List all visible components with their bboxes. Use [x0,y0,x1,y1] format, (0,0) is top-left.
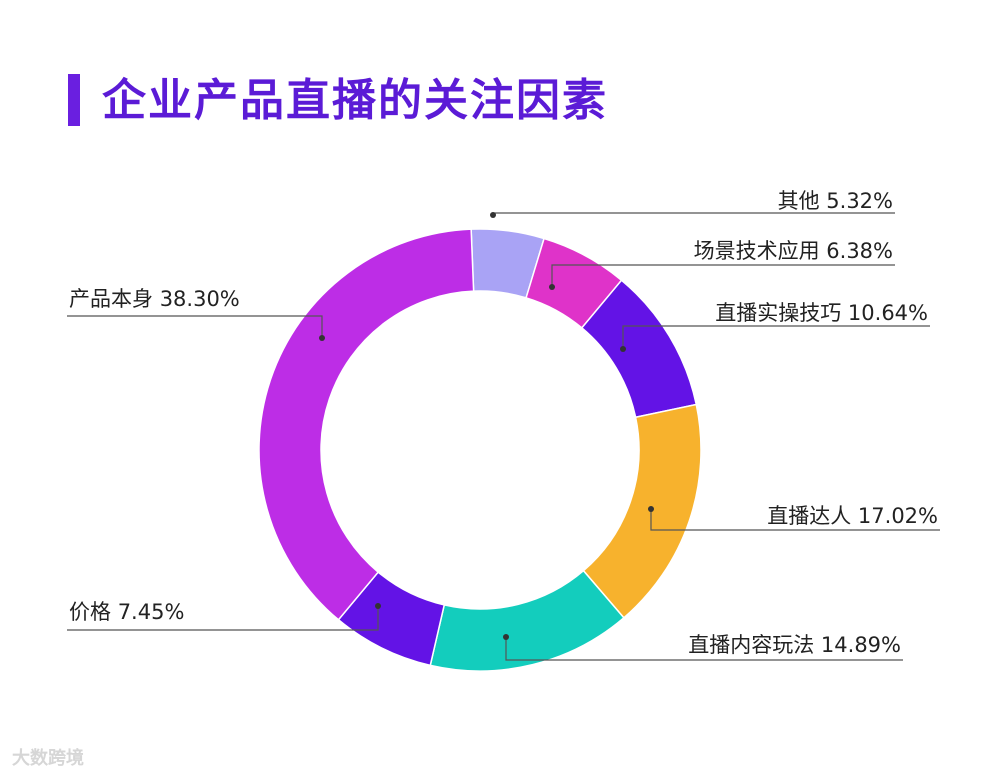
slice-label-name: 场景技术应用 [694,239,827,263]
slice-label: 其他 5.32% [778,189,893,213]
slice-label-name: 价格 [69,600,118,624]
leader-dot [490,212,496,218]
leader-dot [375,603,381,609]
leader-line [622,325,930,349]
slice-label: 直播实操技巧 10.64% [715,301,928,325]
slice-label-value: 6.38% [826,239,893,263]
leader-dot [319,335,325,341]
leader-dot [648,506,654,512]
page-title: 企业产品直播的关注因素 [102,75,608,126]
slice-label: 场景技术应用 6.38% [694,239,893,263]
donut-slice [582,403,702,619]
slice-label-name: 产品本身 [69,287,160,311]
slice-label: 价格 7.45% [69,600,184,624]
watermark: 大数跨境 [12,748,84,769]
leader-line [551,264,895,287]
leader-line [505,637,903,661]
slice-label-name: 直播实操技巧 [715,301,848,325]
slice-label-value: 17.02% [858,504,938,528]
slice-label: 直播内容玩法 14.89% [688,633,901,657]
donut-slice [429,569,625,672]
slice-label: 直播达人 17.02% [767,504,938,528]
slice-label-value: 7.45% [118,600,185,624]
leader-dot [503,634,509,640]
slice-label-value: 38.30% [160,287,240,311]
slice-label-value: 10.64% [848,301,928,325]
slice-label-value: 14.89% [821,633,901,657]
title-accent-bar [68,74,80,126]
leader-dot [620,346,626,352]
leader-line [492,212,895,215]
leader-line [650,509,940,531]
slice-label-name: 直播内容玩法 [688,633,821,657]
donut-slice [258,228,475,621]
slice-label: 产品本身 38.30% [69,287,240,311]
slice-label-name: 直播达人 [767,504,858,528]
slice-label-name: 其他 [778,189,827,213]
leader-line [67,315,323,338]
leader-dot [549,284,555,290]
slice-label-value: 5.32% [826,189,893,213]
leader-line [67,606,379,631]
